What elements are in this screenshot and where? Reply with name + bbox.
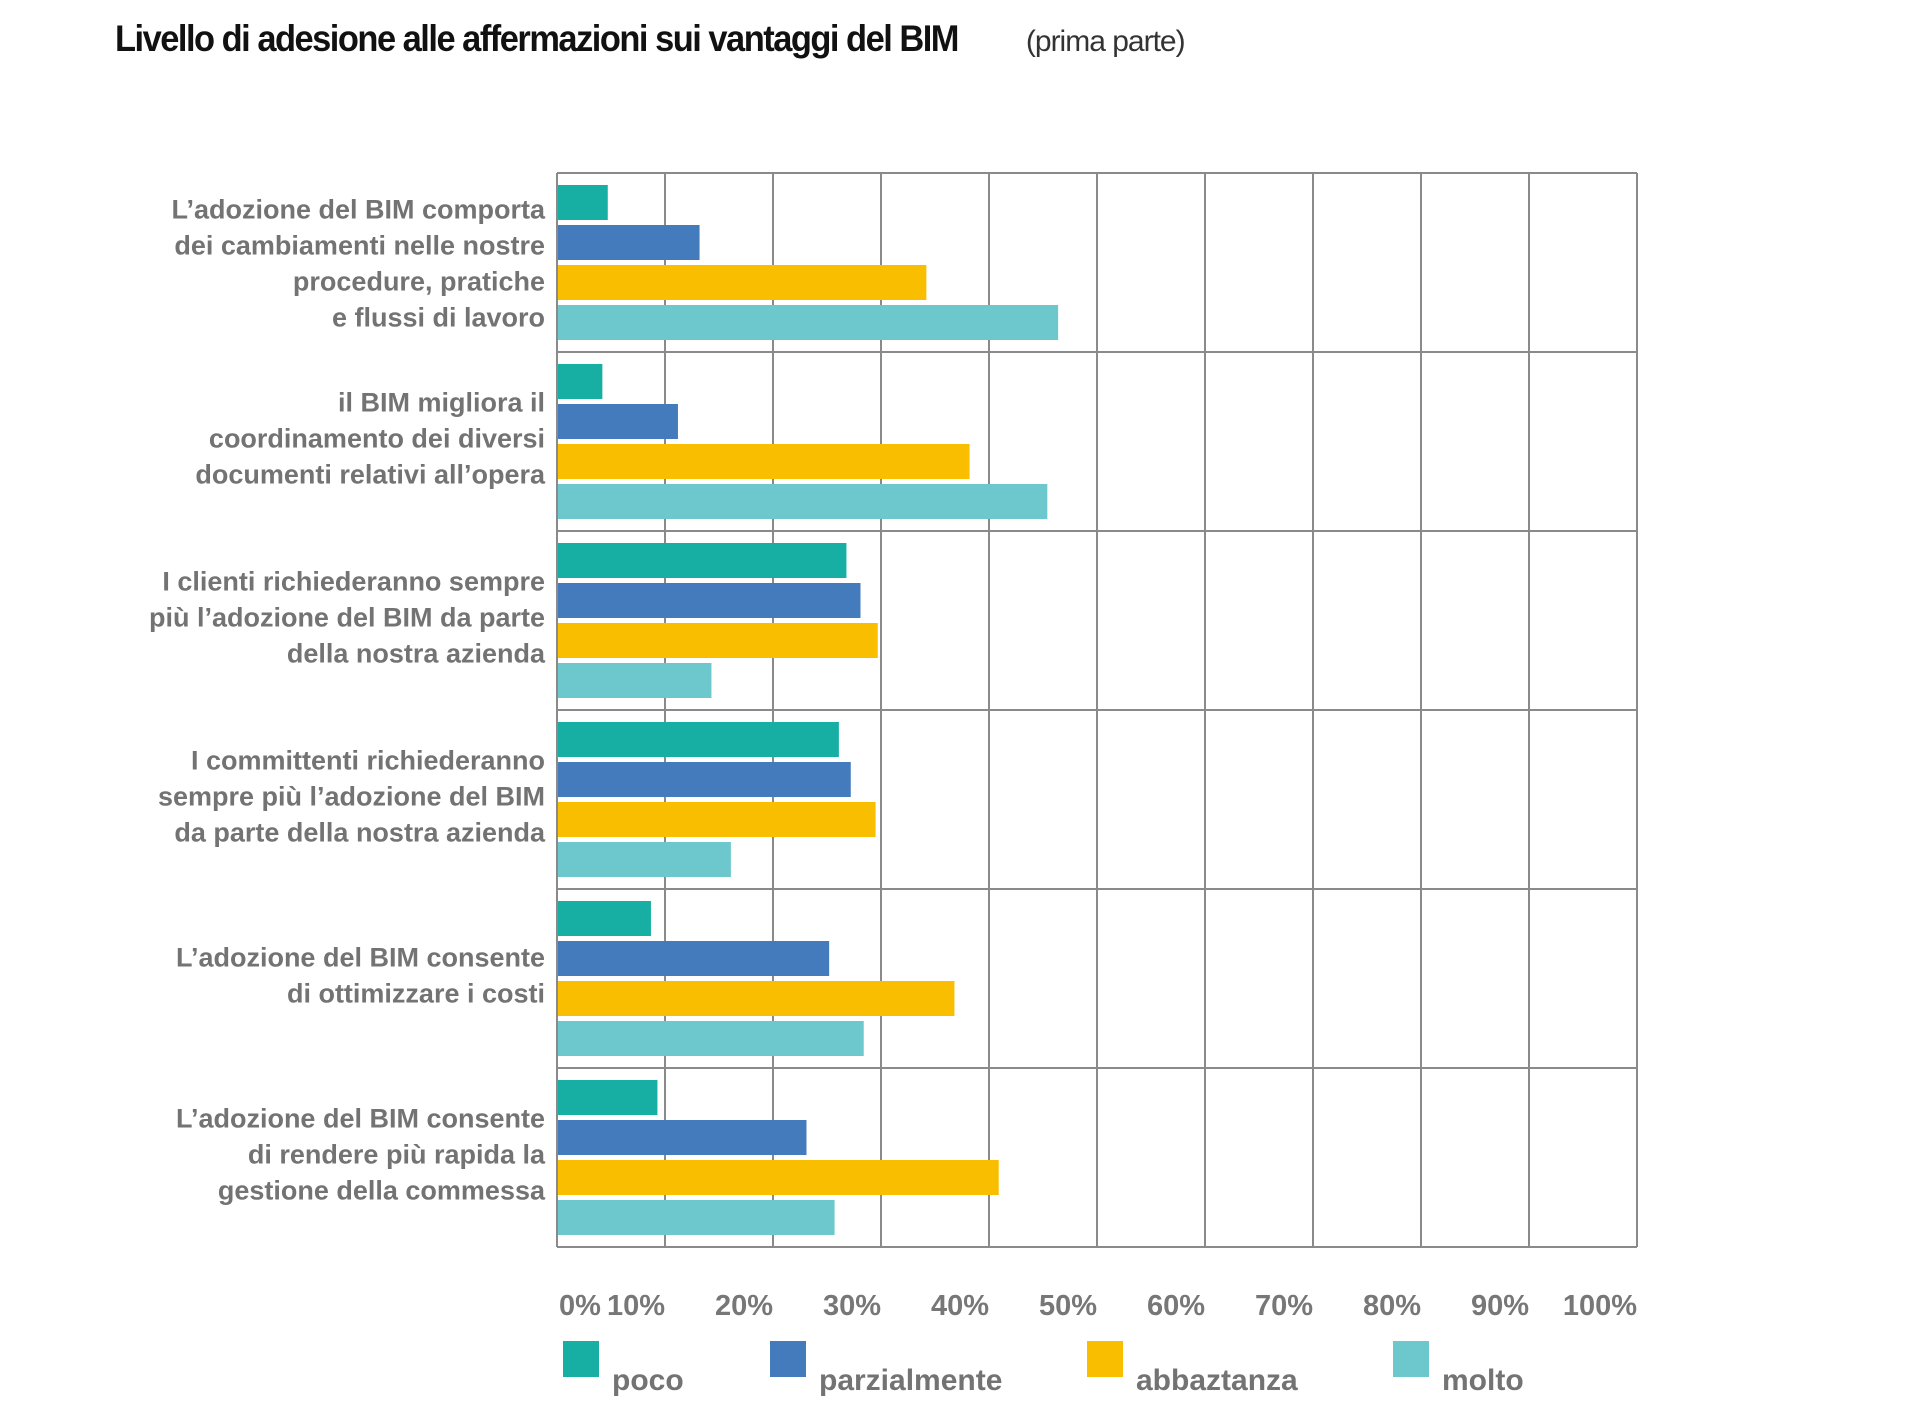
category-label-line: e flussi di lavoro [332,303,545,333]
bar-abbaztanza [558,623,878,658]
legend-label: poco [612,1364,684,1397]
category-label-line: I committenti richiederanno [191,746,545,776]
category-label: il BIM migliora il coordinamento dei dive… [195,388,546,490]
chart-title: Livello di adesione alle affermazioni su… [115,18,1186,60]
x-tick-label: 0% [559,1290,601,1322]
category-labels: L’adozione del BIM comporta dei cambiamen… [149,195,546,1206]
bar-abbaztanza [558,444,970,479]
bar-parzialmente [558,225,700,260]
category-label: L’adozione del BIM consente di rendere pi… [176,1104,546,1206]
legend-swatch [1393,1341,1429,1377]
category-label-line: della nostra azienda [287,639,546,669]
legend-swatch [1087,1341,1123,1377]
bar-poco [558,364,603,399]
category-label-line: coordinamento dei diversi [209,424,545,454]
chart-title-main: Livello di adesione alle affermazioni su… [115,18,959,59]
legend-item-abbaztanza: abbaztanza [1087,1341,1298,1397]
category-label-line: documenti relativi all’opera [195,460,546,490]
category-label: I clienti richiederanno sempre più l’adoz… [149,567,546,669]
category-label-line: dei cambiamenti nelle nostre [174,231,545,261]
bar-molto [558,305,1059,340]
category-label-line: di ottimizzare i costi [287,979,545,1009]
bar-molto [558,663,712,698]
category-label-line: di rendere più rapida la [248,1140,546,1170]
legend-item-poco: poco [563,1341,684,1397]
legend-swatch [563,1341,599,1377]
category-label-line: sempre più l’adozione del BIM [158,782,545,812]
bar-molto [558,842,731,877]
x-tick-label: 70% [1255,1290,1313,1322]
category-label-line: L’adozione del BIM comporta [171,195,546,225]
category-label-line: I clienti richiederanno sempre [162,567,545,597]
bar-molto [558,1021,864,1056]
grid-lines [556,172,1638,1248]
chart-title-subtitle: (prima parte) [1025,25,1186,58]
legend-swatch [770,1341,806,1377]
x-tick-label: 20% [715,1290,773,1322]
bar-poco [558,901,651,936]
bar-molto [558,484,1048,519]
legend-item-molto: molto [1393,1341,1524,1397]
bar-abbaztanza [558,1160,999,1195]
bar-parzialmente [558,583,861,618]
bar-parzialmente [558,1120,807,1155]
x-tick-label: 50% [1039,1290,1097,1322]
category-label-line: più l’adozione del BIM da parte [149,603,545,633]
legend: poco parzialmente abbaztanza molto [563,1341,1524,1397]
x-tick-label: 40% [931,1290,989,1322]
category-label: L’adozione del BIM consente di ottimizzar… [176,943,545,1009]
bar-molto [558,1200,835,1235]
category-label-line: il BIM migliora il [338,388,545,418]
category-label-line: gestione della commessa [218,1176,546,1206]
legend-label: parzialmente [819,1364,1002,1397]
x-tick-label: 30% [823,1290,881,1322]
x-tick-label: 10% [607,1290,665,1322]
bar-parzialmente [558,941,830,976]
category-label: I committenti richiederanno sempre più l’… [158,746,546,848]
x-axis-tick-labels: 0% 10% 20% 30% 40% 50% 60% 70% 80% 90% 100% [559,1290,1637,1322]
category-label-line: da parte della nostra azienda [174,818,546,848]
x-tick-label: 90% [1471,1290,1529,1322]
category-label-line: procedure, pratiche [293,267,545,297]
x-tick-label: 80% [1363,1290,1421,1322]
bar-abbaztanza [558,265,927,300]
category-label: L’adozione del BIM comporta dei cambiamen… [171,195,546,333]
bar-abbaztanza [558,981,955,1016]
bar-poco [558,185,608,220]
bar-poco [558,722,839,757]
category-label-line: L’adozione del BIM consente [176,943,545,973]
legend-label: molto [1442,1364,1524,1397]
legend-item-parzialmente: parzialmente [770,1341,1002,1397]
bar-parzialmente [558,762,851,797]
x-tick-label: 60% [1147,1290,1205,1322]
legend-label: abbaztanza [1136,1364,1298,1397]
bars [558,185,1059,1235]
x-tick-label: 100% [1563,1290,1637,1322]
bar-parzialmente [558,404,678,439]
bar-poco [558,543,847,578]
bar-abbaztanza [558,802,876,837]
bar-poco [558,1080,658,1115]
category-label-line: L’adozione del BIM consente [176,1104,545,1134]
